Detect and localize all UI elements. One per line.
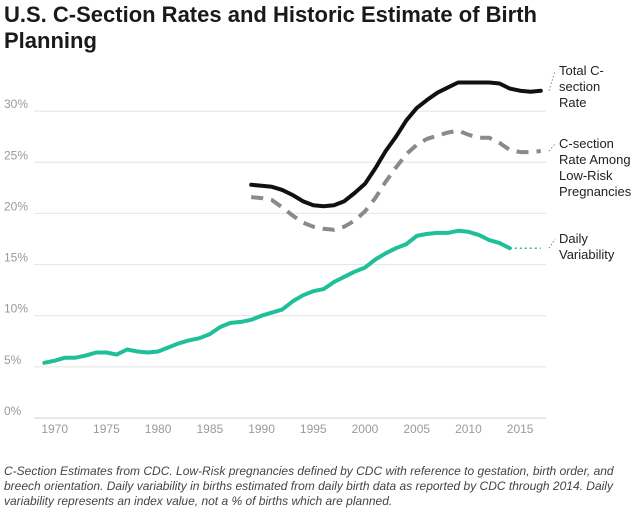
- x-tick-label: 2010: [455, 422, 482, 436]
- series-lines: [42, 80, 543, 365]
- y-tick-label: 10%: [4, 302, 28, 316]
- y-tick-label: 5%: [4, 353, 22, 367]
- x-tick-label: 1990: [248, 422, 275, 436]
- y-tick-label: 15%: [4, 251, 28, 265]
- legend-leader-1: [548, 143, 556, 152]
- legend-label-0: Total C-section Rate: [559, 63, 604, 110]
- y-tick-label: 25%: [4, 148, 28, 162]
- x-tick-label: 1980: [145, 422, 172, 436]
- x-tick-label: 1975: [93, 422, 120, 436]
- legend-label-1: C-section Rate Among Low-Risk Pregnancies: [559, 136, 632, 199]
- series-line-0: [249, 80, 543, 209]
- x-tick-label: 1985: [196, 422, 223, 436]
- chart-title: U.S. C-Section Rates and Historic Estima…: [4, 2, 537, 53]
- gridlines: [34, 110, 546, 419]
- x-tick-label: 1970: [41, 422, 68, 436]
- series-line-2: [42, 228, 512, 365]
- x-tick-label: 2015: [507, 422, 534, 436]
- legend-label-2: Daily Variability: [559, 231, 615, 262]
- y-tick-label: 0%: [4, 404, 22, 418]
- x-tick-label: 1995: [300, 422, 327, 436]
- y-tick-label: 30%: [4, 97, 28, 111]
- series-line-1: [251, 128, 542, 232]
- legend: Total C-section Rate C-section Rate Among Lo…: [548, 63, 632, 262]
- x-tick-label: 2000: [352, 422, 379, 436]
- x-tick-label: 2005: [403, 422, 430, 436]
- chart-caption: C-Section Estimates from CDC. Low-Risk p…: [4, 464, 614, 508]
- y-axis-tick-labels: 0% 5% 10% 15% 20% 25% 30%: [4, 97, 28, 418]
- legend-leader-2: [548, 238, 556, 249]
- x-axis-tick-labels: 1970 1975 1980 1985 1990 1995 2000 2005 2010 2015: [41, 422, 533, 436]
- y-tick-label: 20%: [4, 199, 28, 213]
- legend-leader-0: [548, 70, 556, 91]
